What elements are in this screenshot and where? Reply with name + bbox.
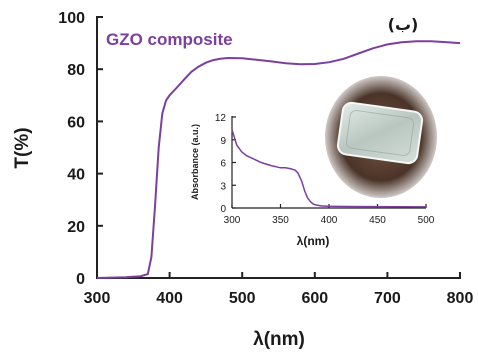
legend-series-name: GZO composite [106, 30, 233, 49]
main-x-tick-label: 600 [301, 290, 328, 307]
inset-x-tick-label: 500 [418, 215, 435, 226]
corner-label: (ب) [388, 15, 419, 34]
main-y-axis-label: T(%) [12, 127, 33, 168]
inset-y-axis-label: Absorbance (a.u.) [190, 124, 200, 200]
main-y-tick-label: 60 [67, 114, 85, 131]
sample-photo [325, 76, 437, 198]
main-x-tick-label: 400 [156, 290, 183, 307]
inset-y-tick-label: 12 [215, 113, 227, 124]
main-x-tick-label: 300 [84, 290, 111, 307]
inset-y-tick-label: 3 [220, 181, 226, 192]
inset-x-tick-label: 450 [369, 215, 386, 226]
main-y-ticks: 0 20 40 60 80 100 [58, 10, 103, 288]
main-y-tick-label: 0 [76, 271, 85, 288]
main-series-line [96, 40, 461, 279]
inset-x-tick-label: 350 [272, 215, 289, 226]
main-x-tick-label: 500 [229, 290, 256, 307]
main-x-axis-label: λ(nm) [253, 329, 305, 350]
main-x-tick-label: 700 [374, 290, 401, 307]
main-x-ticks: 300 400 500 600 700 800 [84, 272, 474, 307]
inset-y-ticks: 0 3 6 9 12 [215, 113, 236, 215]
inset-x-tick-label: 400 [321, 215, 338, 226]
main-y-tick-label: 100 [58, 10, 85, 27]
main-x-tick-label: 800 [447, 290, 474, 307]
inset-y-tick-label: 6 [220, 159, 226, 170]
inset-y-tick-label: 0 [220, 204, 226, 215]
inset-x-tick-label: 300 [224, 215, 241, 226]
main-y-tick-label: 80 [67, 62, 85, 79]
inset-series-line [231, 129, 427, 208]
inset-x-axis-label: λ(nm) [297, 234, 330, 248]
inset-y-tick-label: 9 [220, 136, 226, 147]
main-y-tick-label: 20 [67, 219, 85, 236]
main-y-tick-label: 40 [67, 167, 85, 184]
